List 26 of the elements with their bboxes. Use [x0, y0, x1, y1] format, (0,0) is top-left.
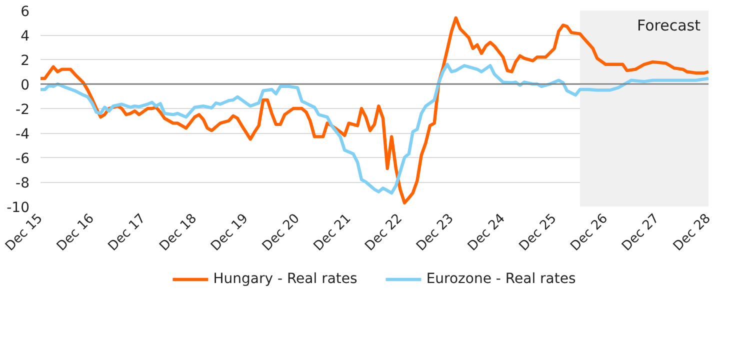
- x-tick-label: Dec 17: [106, 211, 149, 254]
- x-tick-label: Dec 23: [414, 211, 457, 254]
- line-series: [40, 62, 708, 195]
- x-tick-label: Dec 20: [260, 211, 303, 254]
- x-tick-label: Dec 16: [54, 211, 98, 254]
- y-tick-label: -8: [16, 176, 30, 192]
- x-tick-label: Dec 18: [156, 211, 200, 254]
- x-tick-label: Dec 25: [516, 211, 560, 254]
- y-tick-label: -4: [16, 126, 30, 142]
- x-tick-label: Dec 22: [362, 211, 406, 254]
- legend-label: Hungary - Real rates: [213, 271, 358, 287]
- x-tick-label: Dec 21: [311, 211, 354, 254]
- line-series: [40, 16, 708, 204]
- y-tick-label: -2: [16, 102, 30, 118]
- y-tick-label: 0: [20, 78, 30, 94]
- x-tick-label: Dec 27: [619, 211, 662, 254]
- x-tick-label: Dec 28: [670, 211, 714, 254]
- x-tick-label: Dec 19: [208, 211, 252, 254]
- legend-label: Eurozone - Real rates: [426, 271, 576, 287]
- x-tick-label: Dec 24: [465, 211, 508, 254]
- y-tick-label: 2: [20, 53, 30, 69]
- x-tick-label: Dec 26: [568, 211, 611, 254]
- y-tick-label: 6: [20, 4, 30, 20]
- band-label: Forecast: [637, 16, 701, 34]
- y-tick-label: -6: [16, 151, 30, 167]
- y-tick-label: 4: [20, 28, 30, 44]
